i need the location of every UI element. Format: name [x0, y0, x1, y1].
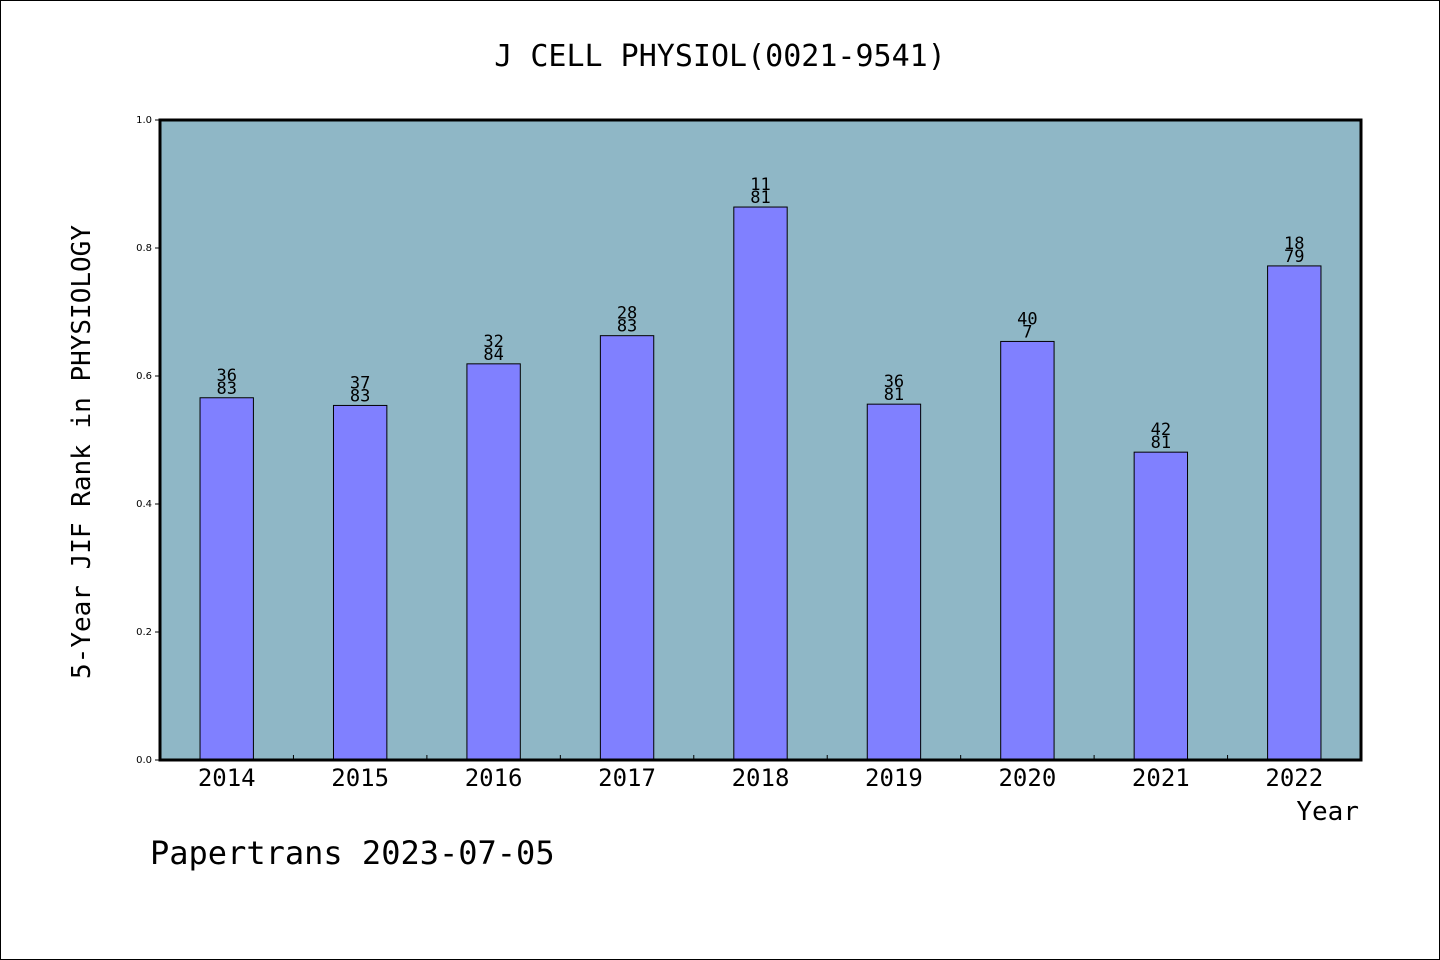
y-axis-label: 5-Year JIF Rank in PHYSIOLOGY	[67, 225, 97, 679]
bar-label-2022-line2: 79	[1284, 247, 1304, 267]
bar-label-2021-line1: 42	[1151, 420, 1171, 440]
y-tick-label-0.0: 0.0	[136, 755, 152, 766]
bar-label-2017-line2: 83	[617, 317, 637, 337]
y-tick-label-1.0: 1.0	[136, 115, 152, 126]
ticks-layer: 2014 2015 2016 2017 2018 2019 2020 2021 2022 0.0 0…	[136, 115, 1323, 792]
bar-label-2018-line1: 11	[750, 175, 770, 195]
x-tick-label-2020: 2020	[998, 764, 1056, 792]
bar-label-2014-line2: 83	[216, 379, 236, 399]
x-tick-label-2014: 2014	[198, 764, 256, 792]
y-tick-label-0.6: 0.6	[136, 371, 152, 382]
x-tick-label-2022: 2022	[1265, 764, 1323, 792]
x-tick-label-2019: 2019	[865, 764, 923, 792]
bar-2022	[1267, 265, 1322, 761]
bar-label-2020-line2: 7	[1022, 322, 1032, 342]
bar-label-2018-line2: 81	[750, 188, 770, 208]
plot-border	[158, 118, 1363, 762]
bar-2015	[332, 404, 388, 761]
watermark-text: Papertrans 2023-07-05	[150, 834, 555, 872]
chart-title: J CELL PHYSIOL(0021-9541)	[494, 39, 946, 74]
bar-label-2017-line1: 28	[617, 304, 637, 324]
x-tick-label-2016: 2016	[465, 764, 523, 792]
bar-label-2019-line1: 36	[884, 372, 904, 392]
x-tick-label-2015: 2015	[331, 764, 389, 792]
bar-label-2020-line1: 40	[1017, 309, 1037, 329]
bar-2017	[599, 335, 655, 761]
bar-label-2022-line1: 18	[1284, 234, 1304, 254]
bar-label-2016-line2: 84	[483, 345, 503, 365]
bar-2016	[466, 363, 521, 761]
x-tick-label-2017: 2017	[598, 764, 656, 792]
y-tick-label-0.4: 0.4	[136, 499, 152, 510]
y-tick-label-0.8: 0.8	[136, 243, 152, 254]
bar-2019	[866, 403, 922, 761]
bar-2021	[1133, 451, 1189, 761]
bar-label-2016-line1: 32	[483, 332, 503, 352]
bar-label-2014-line1: 36	[216, 366, 236, 386]
x-axis-label: Year	[1296, 797, 1359, 827]
x-tick-label-2018: 2018	[732, 764, 790, 792]
bar-2020	[1000, 340, 1055, 761]
bar-label-2015-line2: 83	[350, 386, 370, 406]
bar-2018	[733, 206, 788, 761]
bar-label-2019-line2: 81	[884, 385, 904, 405]
y-tick-label-0.2: 0.2	[136, 627, 152, 638]
bar-label-2021-line2: 81	[1151, 433, 1171, 453]
bar-label-2015-line1: 37	[350, 373, 370, 393]
bar-2014	[199, 397, 254, 761]
x-tick-label-2021: 2021	[1132, 764, 1190, 792]
